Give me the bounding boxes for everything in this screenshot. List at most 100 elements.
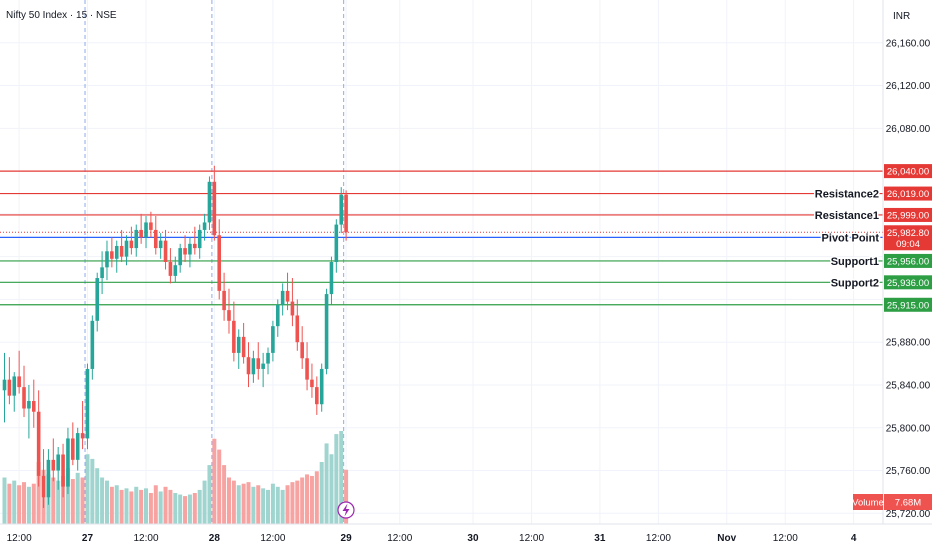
candle-body[interactable] <box>222 290 226 311</box>
candle-body[interactable] <box>41 475 46 498</box>
candle-body[interactable] <box>85 368 90 439</box>
candle-body[interactable] <box>266 352 270 364</box>
candle-body[interactable] <box>178 248 182 266</box>
candle-body[interactable] <box>110 251 114 259</box>
candles[interactable] <box>2 165 348 508</box>
lightning-icon[interactable] <box>337 501 355 519</box>
candle-body[interactable] <box>168 262 173 276</box>
candle-body[interactable] <box>290 301 295 316</box>
time-tick-label[interactable]: 4 <box>851 533 857 544</box>
candle-body[interactable] <box>139 229 143 238</box>
candle-body[interactable] <box>305 358 309 380</box>
currency-label[interactable]: INR <box>893 11 910 22</box>
candle-body[interactable] <box>319 368 324 405</box>
price-tick-label[interactable]: 25,880.00 <box>886 338 931 349</box>
candle-body[interactable] <box>17 376 21 388</box>
candle-body[interactable] <box>261 363 265 369</box>
candle-body[interactable] <box>158 240 163 249</box>
level-name-label[interactable]: Pivot Point <box>820 231 881 246</box>
candle-body[interactable] <box>334 224 339 262</box>
candle-body[interactable] <box>12 376 17 396</box>
candle-body[interactable] <box>149 222 153 230</box>
candle-body[interactable] <box>232 320 236 353</box>
candle-body[interactable] <box>300 342 304 359</box>
candle-body[interactable] <box>207 181 212 223</box>
candle-body[interactable] <box>119 245 124 257</box>
level-name-label[interactable]: Support1 <box>829 254 880 269</box>
time-tick-label[interactable]: 28 <box>209 533 221 544</box>
time-tick-label[interactable]: 12:00 <box>387 533 412 544</box>
candle-body[interactable] <box>51 459 56 471</box>
level-name-label[interactable]: Support2 <box>829 276 880 291</box>
candle-body[interactable] <box>236 336 241 353</box>
candle-body[interactable] <box>163 240 168 262</box>
candle-body[interactable] <box>31 401 36 412</box>
time-tick-label[interactable]: 12:00 <box>646 533 671 544</box>
candle-body[interactable] <box>193 243 197 249</box>
price-tick-label[interactable]: 25,840.00 <box>886 380 931 391</box>
time-axis[interactable]: 12:00 27 12:00 28 12:00 29 12:00 30 12:00 31 12:00… <box>7 533 857 544</box>
time-tick-label[interactable]: 30 <box>467 533 479 544</box>
candle-body[interactable] <box>202 222 207 230</box>
candle-body[interactable] <box>124 240 129 257</box>
candle-body[interactable] <box>188 243 192 255</box>
candle-body[interactable] <box>251 358 256 375</box>
candle-body[interactable] <box>61 454 65 487</box>
candle-body[interactable] <box>315 387 319 405</box>
candle-body[interactable] <box>271 326 275 353</box>
time-tick-label[interactable]: 12:00 <box>519 533 544 544</box>
price-tick-label[interactable]: 26,160.00 <box>886 38 931 49</box>
candle-body[interactable] <box>183 248 187 255</box>
time-tick-label[interactable]: 29 <box>341 533 353 544</box>
candle-body[interactable] <box>285 290 290 302</box>
time-tick-label[interactable]: 12:00 <box>7 533 32 544</box>
candle-body[interactable] <box>71 438 75 460</box>
time-tick-label[interactable]: Nov <box>717 533 736 544</box>
time-tick-label[interactable]: 27 <box>82 533 94 544</box>
time-tick-label[interactable]: 12:00 <box>260 533 285 544</box>
candle-body[interactable] <box>227 310 231 321</box>
candle-body[interactable] <box>275 304 280 327</box>
candle-body[interactable] <box>27 401 31 409</box>
candle-body[interactable] <box>134 229 139 249</box>
candle-body[interactable] <box>246 357 251 375</box>
candle-body[interactable] <box>212 181 217 236</box>
candle-body[interactable] <box>339 194 344 225</box>
candle-body[interactable] <box>280 290 285 305</box>
time-tick-label[interactable]: 31 <box>594 533 606 544</box>
time-tick-label[interactable]: 12:00 <box>134 533 159 544</box>
candle-body[interactable] <box>22 387 26 409</box>
candle-body[interactable] <box>114 245 119 259</box>
candle-body[interactable] <box>295 315 300 343</box>
time-tick-label[interactable]: 12:00 <box>773 533 798 544</box>
price-tick-label[interactable]: 25,800.00 <box>886 423 931 434</box>
candle-body[interactable] <box>241 336 246 358</box>
candle-body[interactable] <box>95 278 100 321</box>
candle-body[interactable] <box>144 222 148 238</box>
candle-body[interactable] <box>344 194 348 233</box>
price-axis[interactable]: 25,720.00 25,760.00 25,800.00 25,840.00 25,8… <box>886 38 931 520</box>
candle-body[interactable] <box>129 240 134 249</box>
candle-body[interactable] <box>217 235 222 291</box>
candle-body[interactable] <box>75 433 80 460</box>
candle-body[interactable] <box>100 267 104 279</box>
candle-body[interactable] <box>329 262 334 295</box>
candle-body[interactable] <box>46 459 51 498</box>
price-tick-label[interactable]: 26,080.00 <box>886 124 931 135</box>
price-tick-label[interactable]: 25,760.00 <box>886 466 931 477</box>
candle-body[interactable] <box>80 433 85 439</box>
candle-body[interactable] <box>310 379 314 388</box>
level-name-label[interactable]: Resistance2 <box>813 187 880 202</box>
level-name-label[interactable]: Resistance1 <box>813 208 880 223</box>
candle-body[interactable] <box>2 379 7 391</box>
candle-body[interactable] <box>36 411 41 476</box>
candle-body[interactable] <box>90 320 95 369</box>
candle-body[interactable] <box>324 294 329 369</box>
price-tick-label[interactable]: 25,720.00 <box>886 509 931 520</box>
candle-body[interactable] <box>197 229 202 249</box>
candle-body[interactable] <box>7 379 12 396</box>
candle-body[interactable] <box>153 229 158 249</box>
candle-body[interactable] <box>105 251 109 268</box>
price-tick-label[interactable]: 26,120.00 <box>886 81 931 92</box>
candle-body[interactable] <box>256 358 261 369</box>
